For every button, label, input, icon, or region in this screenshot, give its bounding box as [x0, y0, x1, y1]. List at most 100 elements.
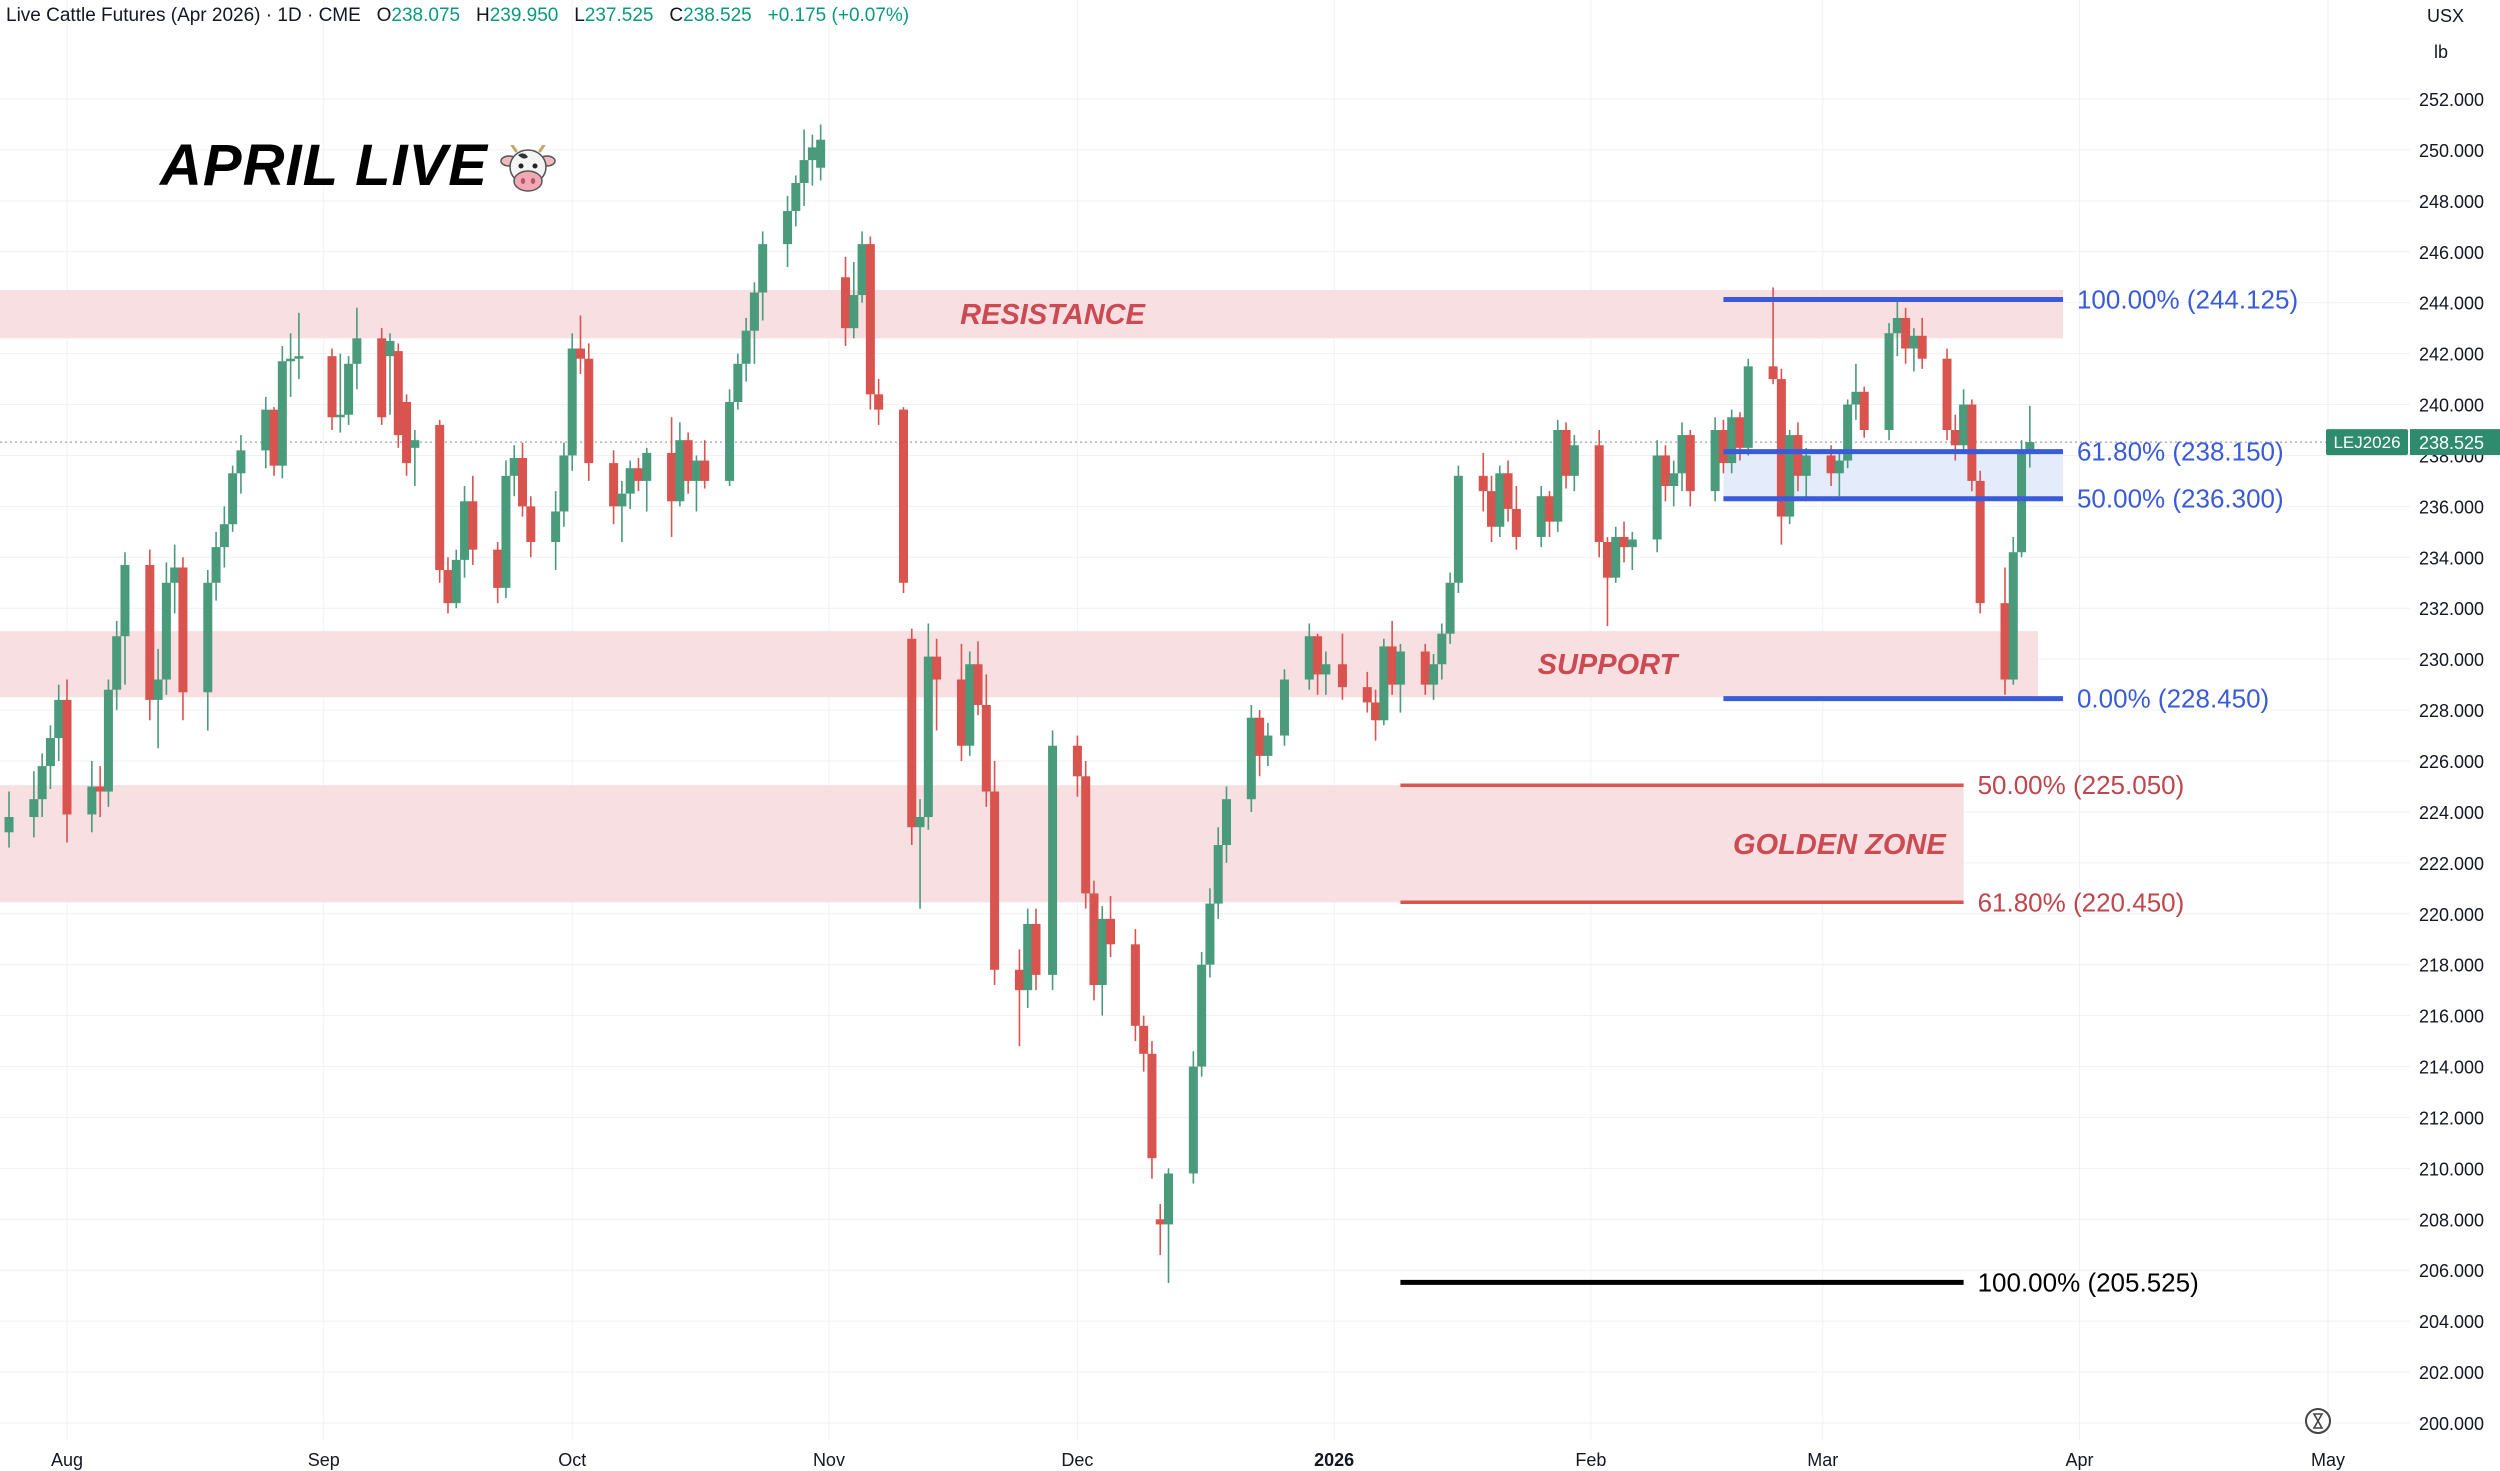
candle	[1975, 470, 1985, 614]
candle-body	[1917, 335, 1927, 359]
candle	[1164, 1168, 1174, 1283]
candle-body	[559, 455, 569, 512]
candle	[1843, 399, 1853, 469]
candle	[965, 651, 975, 756]
candle	[203, 570, 213, 731]
candle-body	[1942, 358, 1952, 430]
candle-body	[1619, 536, 1629, 548]
candle	[1453, 465, 1463, 593]
candle-body	[1337, 664, 1347, 688]
candle-body	[1487, 491, 1497, 527]
price-tick-label: 216.000	[2419, 1007, 2484, 1027]
price-tick-label: 210.000	[2419, 1159, 2484, 1179]
candle-body	[1909, 335, 1919, 349]
price-tick-label: 252.000	[2419, 90, 2484, 110]
candle	[269, 407, 279, 476]
candle	[1594, 430, 1604, 558]
candle	[791, 175, 801, 227]
time-tick-label: 2026	[1314, 1450, 1354, 1470]
candle-body	[1768, 366, 1778, 380]
candle-body	[29, 799, 39, 818]
candle-body	[170, 567, 180, 583]
candle-body	[501, 475, 511, 588]
candle-body	[410, 440, 420, 448]
fib-retrace-box	[1723, 451, 2063, 499]
candle-body	[683, 440, 693, 481]
candle	[675, 422, 685, 507]
candle-body	[1313, 636, 1323, 675]
candle	[1097, 906, 1107, 1016]
close-label: C	[669, 5, 684, 26]
symbol-title: Live Cattle Futures (Apr 2026) · 1D · CM…	[6, 5, 361, 26]
currency-unit: USX	[2426, 6, 2464, 26]
candle	[1155, 1204, 1165, 1255]
candle	[1967, 399, 1977, 492]
candle	[95, 766, 105, 818]
candle-body	[1420, 651, 1430, 685]
candle	[120, 552, 130, 685]
candle	[1304, 623, 1314, 690]
candle-body	[1437, 633, 1447, 665]
candle	[1536, 486, 1546, 548]
candle-body	[1776, 379, 1786, 517]
candle	[1909, 328, 1919, 372]
price-tick-label: 212.000	[2419, 1108, 2484, 1128]
candle-body	[625, 468, 635, 494]
candle-body	[1652, 455, 1662, 540]
high-value: 239.950	[489, 5, 559, 26]
candle	[1130, 929, 1140, 1042]
candle	[1420, 643, 1430, 695]
low-label: L	[574, 5, 585, 26]
candle-body	[1031, 923, 1041, 975]
candle-body	[609, 463, 619, 507]
candle-body	[575, 348, 585, 359]
candle-body	[95, 786, 105, 792]
candle-body	[1106, 918, 1116, 945]
time-tick-label: Mar	[1807, 1450, 1838, 1470]
price-tick-label: 246.000	[2419, 243, 2484, 263]
candle-body	[1379, 646, 1389, 721]
fib-label: 100.00% (244.125)	[2077, 285, 2298, 315]
price-tick-label: 208.000	[2419, 1210, 2484, 1230]
candle	[567, 333, 577, 471]
candle-body	[1081, 776, 1091, 894]
candle	[1561, 422, 1571, 489]
candle-body	[261, 409, 271, 451]
candle-body	[874, 394, 884, 410]
candle-body	[1884, 333, 1894, 430]
candle	[841, 256, 851, 346]
candle	[758, 231, 768, 321]
candle-body	[103, 689, 113, 792]
candle-body	[1967, 404, 1977, 481]
candle-body	[236, 450, 246, 474]
candle-body	[468, 501, 478, 550]
candle-body	[1727, 417, 1737, 464]
time-tick-label: May	[2311, 1450, 2345, 1470]
candle	[112, 620, 122, 711]
candle-body	[1495, 473, 1505, 527]
candle	[1544, 491, 1554, 537]
candle	[1014, 949, 1024, 1047]
candle	[849, 261, 859, 339]
candle-body	[1139, 1025, 1149, 1054]
candle-body	[1785, 435, 1795, 517]
candle	[1602, 536, 1612, 627]
candle-body	[849, 295, 859, 329]
candle-body	[1188, 1066, 1198, 1174]
fib-label: 61.80% (220.450)	[1978, 887, 2185, 917]
candle-body	[857, 244, 867, 296]
candle-body	[1536, 496, 1546, 537]
candle	[2000, 567, 2010, 695]
candle	[1959, 389, 1969, 453]
candle-body	[352, 338, 362, 364]
candle-body	[87, 786, 97, 815]
candle	[4, 791, 14, 848]
price-tick-label: 204.000	[2419, 1312, 2484, 1332]
candle-body	[460, 501, 470, 560]
candle	[1917, 317, 1927, 369]
candle-body	[1445, 582, 1455, 634]
candle-body	[377, 338, 387, 418]
candle	[874, 379, 884, 425]
price-tick-label: 200.000	[2419, 1414, 2484, 1434]
